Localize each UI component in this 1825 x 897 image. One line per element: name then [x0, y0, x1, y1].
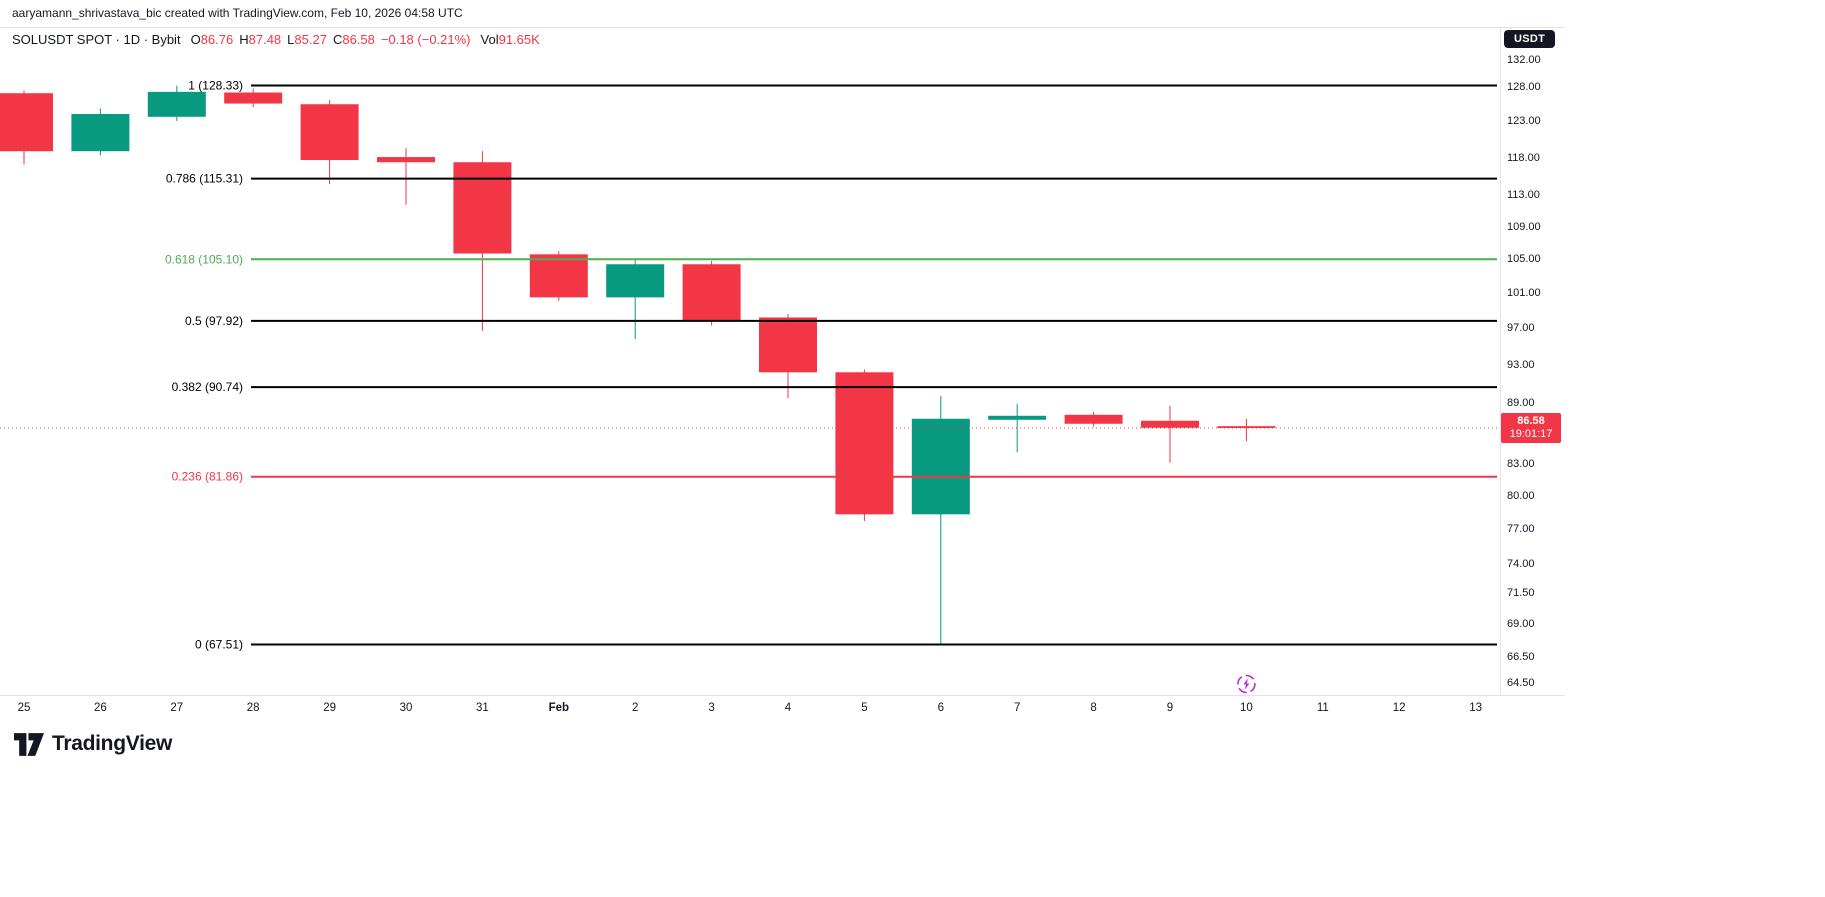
ohlc-high: H87.48: [239, 32, 282, 47]
price-tick: 132.00: [1507, 53, 1541, 66]
fib-label-0.5: 0.5 (97.92): [185, 314, 243, 328]
time-tick: 11: [1316, 702, 1329, 714]
price-tick: 118.00: [1507, 151, 1540, 164]
time-tick: Feb: [548, 702, 570, 714]
price-tick: 97.00: [1507, 322, 1535, 335]
candle-feb-9: [1141, 405, 1199, 463]
time-tick: 7: [1013, 702, 1021, 714]
candle-jan-28: [224, 88, 283, 108]
fib-label-1: 1 (128.33): [188, 79, 243, 93]
ohlc-low: L85.27: [287, 32, 327, 47]
time-tick: 31: [475, 702, 489, 714]
time-tick: 9: [1166, 702, 1174, 714]
fib-label-0: 0 (67.51): [195, 637, 243, 651]
bar-countdown: 19:01:17: [1509, 427, 1553, 440]
change-value: −0.18 (−0.21%): [380, 32, 471, 47]
time-tick: 8: [1090, 702, 1097, 714]
fib-label-0.618: 0.618 (105.10): [165, 252, 243, 266]
volume-readout: Vol91.65K: [480, 32, 540, 47]
tradingview-logo[interactable]: TradingView: [14, 732, 172, 756]
candle-feb-8: [1064, 411, 1123, 427]
time-tick: 29: [323, 702, 336, 714]
time-tick: 3: [708, 702, 715, 714]
time-tick: 26: [93, 702, 107, 714]
price-tick: 128.00: [1507, 80, 1541, 93]
price-tick: 93.00: [1507, 358, 1535, 371]
time-tick: 10: [1239, 702, 1253, 714]
candle-feb-10: [1217, 418, 1276, 442]
symbol-legend: SOLUSDT SPOT · 1D · Bybit O86.76 H87.48 …: [12, 32, 546, 47]
candle-feb-1: [529, 251, 588, 301]
fib-label-0.236: 0.236 (81.86): [172, 470, 243, 484]
fib-label-0.786: 0.786 (115.31): [166, 172, 243, 186]
header-divider: [0, 27, 1565, 28]
time-tick: 4: [784, 702, 792, 714]
price-tick: 89.00: [1507, 396, 1535, 409]
price-tick: 66.50: [1507, 650, 1535, 663]
candle-jan-26: [71, 108, 130, 156]
time-tick: 5: [861, 702, 868, 714]
currency-badge[interactable]: USDT: [1504, 30, 1556, 48]
price-tick: 69.00: [1507, 618, 1535, 631]
price-tick: 77.00: [1507, 522, 1535, 535]
candle-jan-27: [147, 85, 206, 122]
fib-label-0.382: 0.382 (90.74): [172, 380, 243, 394]
price-tick: 83.00: [1507, 457, 1535, 470]
time-tick: 13: [1469, 702, 1482, 714]
time-tick: 2: [631, 702, 639, 714]
time-tick: 27: [170, 702, 184, 714]
event-lightning-icon[interactable]: [1237, 674, 1256, 694]
ohlc-open: O86.76: [190, 32, 234, 47]
tradingview-wordmark: TradingView: [52, 732, 173, 755]
price-pane[interactable]: 1 (128.33) 0.786 (115.31) 0.618 (105.10) 0.…: [0, 0, 1500, 695]
time-tick: 25: [17, 702, 31, 714]
price-tick: 64.50: [1507, 677, 1535, 690]
price-tick: 71.50: [1507, 587, 1535, 600]
candle-feb-4: [759, 313, 817, 399]
tradingview-mark-icon: [14, 732, 44, 756]
candle-feb-3: [682, 260, 741, 326]
candle-feb-2: [606, 258, 665, 339]
price-tick: 80.00: [1507, 489, 1535, 502]
time-tick: 30: [399, 702, 413, 714]
ohlc-close: C86.58: [332, 32, 375, 47]
candle-jan-29: [300, 100, 359, 184]
time-tick: 28: [246, 702, 260, 714]
time-tick: 6: [937, 702, 944, 714]
attribution-text: aaryamann_shrivastava_bic created with T…: [12, 6, 463, 20]
time-axis[interactable]: 25 26 27 28 29 30 31 Feb 2 3 4 5 6 7 8 9 10 11 12 13: [0, 696, 1500, 724]
price-tick: 105.00: [1507, 253, 1541, 266]
price-tick: 101.00: [1507, 286, 1541, 299]
price-tick: 113.00: [1507, 189, 1540, 202]
time-axis-divider: [0, 695, 1565, 696]
candle-feb-6: [911, 396, 970, 645]
time-tick: 12: [1392, 702, 1406, 714]
candle-jan-30: [377, 148, 435, 205]
symbol-title[interactable]: SOLUSDT SPOT · 1D · Bybit: [12, 32, 181, 47]
price-tick: 74.00: [1507, 557, 1535, 570]
price-tick: 109.00: [1507, 220, 1541, 233]
price-axis-divider: [1500, 27, 1501, 696]
last-price-badge: 86.58 19:01:17: [1501, 412, 1561, 443]
price-tick: 123.00: [1507, 115, 1541, 128]
candle-jan-31: [453, 151, 512, 331]
candle-jan-25: [0, 90, 53, 165]
candle-feb-7: [988, 403, 1047, 453]
last-price-value: 86.58: [1517, 414, 1545, 427]
candle-feb-5: [835, 369, 894, 522]
